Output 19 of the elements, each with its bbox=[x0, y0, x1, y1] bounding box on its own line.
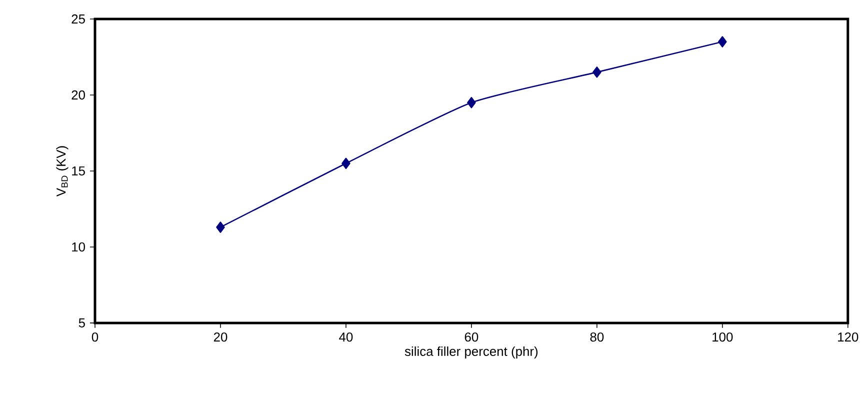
y-tick-label: 5 bbox=[78, 318, 85, 328]
point bbox=[216, 222, 225, 233]
x-axis-title: silica filler percent (phr) bbox=[404, 346, 538, 359]
x-tick-label: 60 bbox=[464, 332, 478, 342]
x-tick-label: 100 bbox=[712, 332, 733, 342]
y-axis-title: V$_{BD}$ (KV) bbox=[56, 146, 68, 197]
point bbox=[342, 158, 350, 170]
point bbox=[718, 36, 727, 48]
x-tick-label: 120 bbox=[838, 332, 858, 342]
point bbox=[592, 66, 602, 78]
x-tick-label: 80 bbox=[590, 332, 604, 342]
y-tick-label: 15 bbox=[72, 166, 85, 176]
x-tick-label: 20 bbox=[214, 332, 228, 342]
y-tick-label: 10 bbox=[72, 242, 85, 252]
y-tick-label: 20 bbox=[72, 90, 85, 100]
point bbox=[467, 96, 476, 108]
y-tick-label: 25 bbox=[72, 14, 85, 24]
x-tick-label: 40 bbox=[339, 332, 353, 342]
x-tick-label: 0 bbox=[92, 332, 98, 342]
